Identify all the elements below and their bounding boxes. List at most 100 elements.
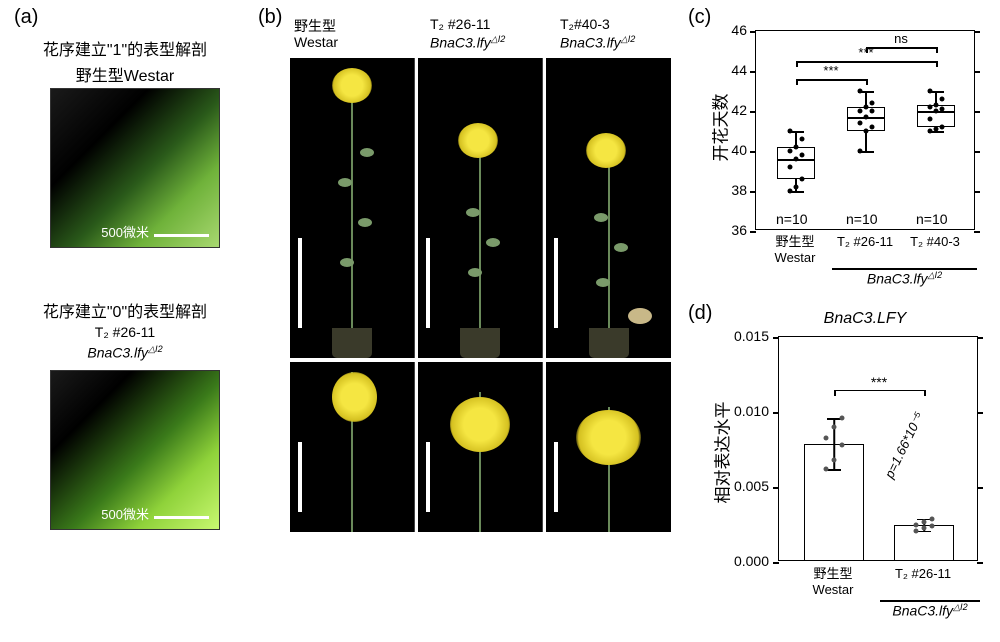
stat-label: *** [864,374,894,390]
data-point [930,516,935,521]
leaf [486,238,500,247]
p-value-label: p=1.66*10⁻⁵ [882,409,928,481]
data-point [824,435,829,440]
data-point [864,105,869,110]
pot-icon [460,328,500,358]
scalebar [298,238,302,328]
data-point [922,525,927,530]
data-point [788,165,793,170]
a-sub2-sup: △I2 [148,344,163,354]
b-col3-sup: △I2 [621,34,636,44]
n-label: n=10 [846,211,878,227]
data-point [940,125,945,130]
a-sub2-line1: T₂ #26-11 [10,324,240,340]
photo-b-bot-2 [418,362,543,532]
data-point [870,125,875,130]
data-point [794,145,799,150]
panel-label-c: (c) [688,6,711,29]
scalebar-label: 500微米 [101,222,149,241]
data-point [824,467,829,472]
panel-label-d: (d) [688,302,712,325]
data-point [788,189,793,194]
ytick-label: 44 [711,62,747,78]
b-col3-gene: BnaC3.lfy [560,35,621,51]
leaf [614,243,628,252]
leaf [594,213,608,222]
data-point [788,149,793,154]
data-point [840,416,845,421]
data-point [870,109,875,114]
flowers [450,397,510,452]
chart-d-gene-title: BnaC3.LFY [755,310,975,328]
a-sub2-gene: BnaC3.lfy [87,345,148,361]
data-point [930,524,935,529]
leaf [358,218,372,227]
b-col2-line2: BnaC3.lfy△I2 [430,34,550,51]
chart-d-gene-sup: △I2 [953,602,968,612]
leaf [466,208,480,217]
data-point [858,89,863,94]
ytick-label: 0.015 [721,328,769,344]
data-point [800,137,805,142]
stem [479,138,481,328]
ytick-label: 0.000 [721,553,769,569]
data-point [864,115,869,120]
photo-b-top-1 [290,58,415,358]
leaf [596,278,610,287]
b-col2-gene: BnaC3.lfy [430,35,491,51]
chart-c-gene-sup: △I2 [928,270,943,280]
data-point [928,129,933,134]
leaf [338,178,352,187]
photo-b-top-2 [418,58,543,358]
chart-d-ylabel: 相对表达水平 [709,402,734,504]
stem [351,88,353,328]
scalebar [554,238,558,328]
data-point [858,149,863,154]
pot-icon [332,328,372,358]
data-point [800,153,805,158]
chart-d-gene: BnaC3.lfy△I2 [880,602,980,619]
n-label: n=10 [916,211,948,227]
photo-b-top-3 [546,58,671,358]
scalebar [554,442,558,512]
chart-c-gene-text: BnaC3.lfy [867,271,928,287]
data-point [934,109,939,114]
photo-a-bottom: 500微米 [50,370,220,530]
a-sub2-line2: BnaC3.lfy△I2 [10,344,240,361]
data-point [800,177,805,182]
stat-label: *** [816,63,846,78]
b-col1-line1: 野生型 [294,16,414,36]
chart-d-barchart: *** p=1.66*10⁻⁵ [778,336,978,561]
data-point [832,458,837,463]
data-point [940,97,945,102]
scalebar [426,442,430,512]
b-col2-sup: △I2 [491,34,506,44]
panel-label-b: (b) [258,6,282,29]
leaf [628,308,652,324]
scalebar-label: 500微米 [101,504,149,523]
chart-d-gene-text: BnaC3.lfy [892,603,953,619]
data-point [864,129,869,134]
data-point [794,157,799,162]
ytick-label: 46 [711,22,747,38]
data-point [788,129,793,134]
flowers [576,410,641,465]
a-title-2: 花序建立"0"的表型解剖 [10,298,240,322]
scalebar [298,442,302,512]
scalebar [154,516,209,519]
stem [608,148,610,328]
scalebar [426,238,430,328]
flowers [332,372,377,422]
data-point [840,443,845,448]
data-point [928,105,933,110]
xtick-label: T₂ #40-3 [901,234,969,250]
flowers [332,68,372,103]
b-col3-line2: BnaC3.lfy△I2 [560,34,680,51]
leaf [468,268,482,277]
xtick-label: 野生型Westar [793,566,873,597]
chart-c-gene: BnaC3.lfy△I2 [832,270,977,287]
leaf [360,148,374,157]
leaf [340,258,354,267]
data-point [940,107,945,112]
data-point [928,89,933,94]
